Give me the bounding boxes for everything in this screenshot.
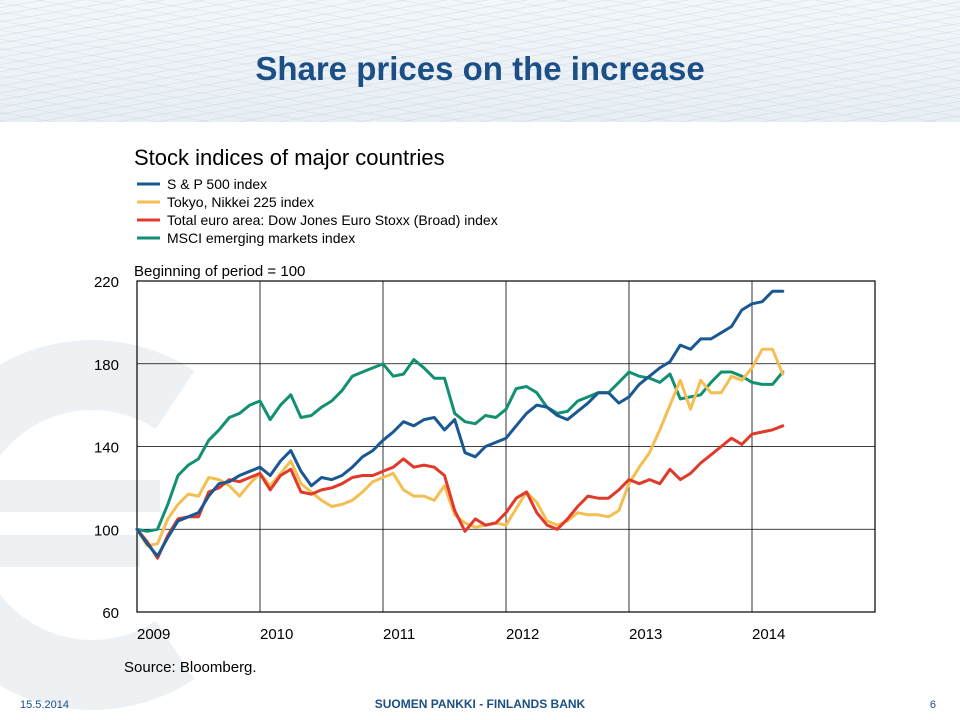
footer-bank-name: SUOMEN PANKKI - FINLANDS BANK	[374, 697, 586, 711]
chart-title: Stock indices of major countries	[134, 145, 445, 170]
chart-subtitle: Beginning of period = 100	[134, 263, 305, 280]
x-tick-label: 2012	[506, 626, 539, 643]
series-line-2	[135, 424, 785, 560]
x-tick-label: 2014	[752, 626, 785, 643]
x-axis: 2009 2010 2011 2012 2013 2014	[137, 626, 785, 643]
x-tick-label: 2010	[260, 626, 293, 643]
page-number: 6	[929, 699, 936, 711]
grid	[137, 281, 875, 612]
series-group	[135, 289, 785, 560]
x-tick-label: 2011	[383, 626, 415, 643]
series-line-0	[135, 289, 785, 558]
y-tick-label: 180	[94, 357, 119, 374]
y-tick-label: 60	[102, 605, 119, 622]
x-tick-label: 2013	[629, 626, 662, 643]
source-note: Source: Bloomberg.	[124, 659, 257, 676]
header-band	[0, 0, 960, 122]
x-tick-label: 2009	[137, 626, 170, 643]
footer-date: 15.5.2014	[20, 699, 69, 711]
y-axis: 60 100 140 180 220	[94, 274, 119, 622]
y-tick-label: 100	[94, 522, 119, 539]
series-line-1	[135, 347, 785, 548]
series-line-3	[135, 358, 785, 533]
slide-title: Share prices on the increase	[255, 50, 705, 87]
y-tick-label: 140	[94, 440, 119, 457]
legend-label: Total euro area: Dow Jones Euro Stoxx (B…	[167, 212, 498, 228]
legend-label: Tokyo, Nikkei 225 index	[167, 194, 314, 210]
legend-label: S & P 500 index	[167, 176, 267, 192]
y-tick-label: 220	[94, 274, 119, 291]
legend-label: MSCI emerging markets index	[167, 230, 355, 246]
legend: S & P 500 index Tokyo, Nikkei 225 index To…	[137, 176, 498, 246]
